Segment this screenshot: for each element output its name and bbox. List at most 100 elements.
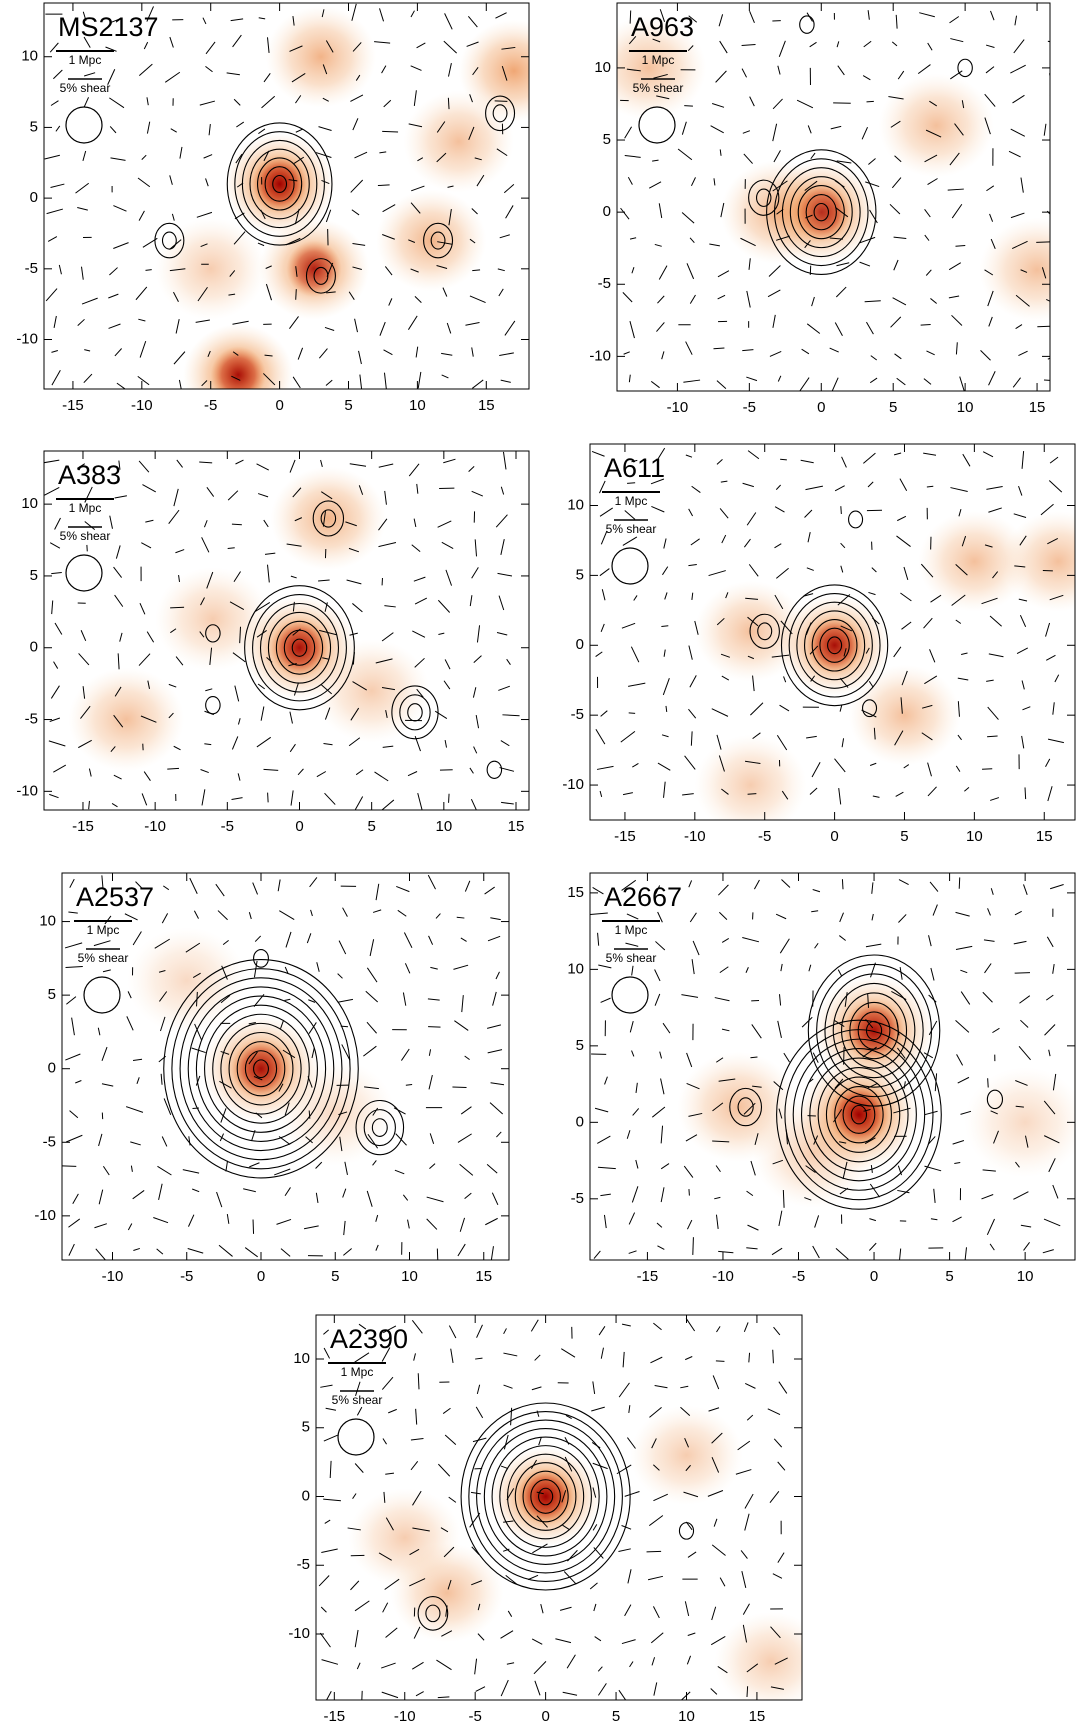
shear-stick: [923, 378, 932, 385]
shear-stick: [125, 1106, 144, 1113]
shear-stick: [1019, 995, 1031, 1004]
contour: [784, 1029, 934, 1201]
shear-stick: [409, 1578, 426, 1587]
shear-stick: [472, 379, 484, 389]
shear-stick: [686, 1655, 692, 1665]
shear-stick: [452, 1086, 467, 1089]
mass-blob: [720, 160, 836, 265]
shear-stick: [865, 943, 882, 948]
x-tick-label: -5: [180, 1268, 193, 1285]
shear-stick: [653, 1464, 660, 1471]
plot-area: [44, 451, 520, 810]
shear-stick: [220, 1050, 230, 1055]
shear-stick: [170, 128, 177, 133]
shear-stick: [225, 1160, 229, 1172]
shear-stick: [258, 128, 266, 135]
shear-stick: [503, 1548, 510, 1552]
shear-stick: [405, 1083, 413, 1086]
y-tick-label: 5: [30, 118, 38, 135]
shear-stick: [71, 1017, 75, 1036]
shear-stick: [834, 485, 845, 492]
shear-stick: [136, 1077, 140, 1084]
shear-stick: [202, 17, 207, 25]
x-tick-label: -5: [469, 1708, 482, 1725]
shear-stick: [375, 658, 393, 664]
shear-stick: [744, 1513, 750, 1531]
shear-stick: [628, 374, 631, 383]
shear-stick: [829, 237, 843, 240]
shear-stick: [716, 1326, 721, 1333]
shear-stick: [410, 268, 419, 273]
shear-stick: [949, 152, 960, 166]
contour: [212, 1013, 310, 1124]
shear-stick: [381, 1662, 396, 1669]
shear-stick: [383, 372, 387, 389]
contour: [272, 174, 288, 194]
shear-stick: [293, 156, 305, 164]
shear-stick: [839, 704, 843, 712]
shear-label: 5% shear: [606, 951, 657, 965]
contour: [514, 1462, 577, 1531]
x-tick-label: -10: [144, 818, 166, 835]
shear-stick: [628, 1250, 637, 1254]
shear-stick: [924, 675, 938, 685]
y-tick-label: 0: [48, 1060, 56, 1077]
shear-stick: [651, 1106, 666, 1118]
shear-stick: [746, 512, 757, 526]
shear-stick: [322, 657, 329, 660]
shear-stick: [378, 463, 394, 468]
shear-stick: [777, 375, 782, 382]
shear-stick: [688, 880, 693, 888]
shear-stick: [232, 652, 246, 663]
contour: [241, 139, 318, 229]
shear-stick: [324, 326, 335, 332]
shear-stick: [961, 535, 967, 547]
shear-stick: [927, 786, 937, 797]
shear-stick: [808, 964, 812, 972]
shear-stick: [427, 874, 436, 890]
shear-stick: [990, 797, 1000, 801]
shear-stick: [329, 1460, 332, 1479]
shear-stick: [286, 543, 302, 547]
shear-stick: [841, 738, 845, 748]
shear-stick: [158, 1183, 163, 1201]
shear-stick: [1043, 379, 1050, 381]
shear-stick: [592, 1524, 598, 1531]
mass-blob: [918, 511, 1031, 612]
shear-stick: [169, 268, 186, 272]
shear-stick: [665, 705, 668, 713]
shear-stick: [153, 1217, 169, 1224]
shear-stick: [453, 964, 469, 970]
shear-stick: [325, 209, 332, 223]
shear-stick: [992, 1027, 1000, 1034]
shear-stick: [1014, 910, 1022, 916]
shear-stick: [352, 42, 362, 52]
shear-stick: [746, 1686, 749, 1698]
shear-stick: [897, 1047, 906, 1059]
shear-stick: [469, 595, 473, 607]
contour: [187, 986, 335, 1152]
shear-stick: [626, 913, 639, 920]
y-tick-label: 0: [30, 189, 38, 206]
shear-stick: [1049, 883, 1064, 890]
plot-area: [590, 877, 1075, 1260]
shear-stick: [871, 567, 877, 573]
shear-stick: [47, 236, 58, 242]
shear-stick: [871, 913, 874, 921]
shear-stick: [199, 631, 205, 638]
shear-stick: [132, 931, 142, 946]
shear-stick: [217, 910, 228, 921]
shear-stick: [233, 231, 246, 245]
shear-stick: [474, 539, 478, 557]
shear-stick: [414, 597, 428, 605]
x-tick-label: 5: [344, 397, 352, 414]
shear-stick: [890, 316, 902, 328]
shear-stick: [359, 374, 363, 389]
shear-stick: [948, 262, 962, 271]
shear-stick: [503, 183, 515, 194]
shear-stick: [105, 46, 117, 52]
psf-circle: [611, 976, 649, 1014]
x-tick-label: 0: [295, 818, 303, 835]
shear-stick: [45, 288, 58, 302]
y-tick-label: 10: [567, 960, 584, 977]
